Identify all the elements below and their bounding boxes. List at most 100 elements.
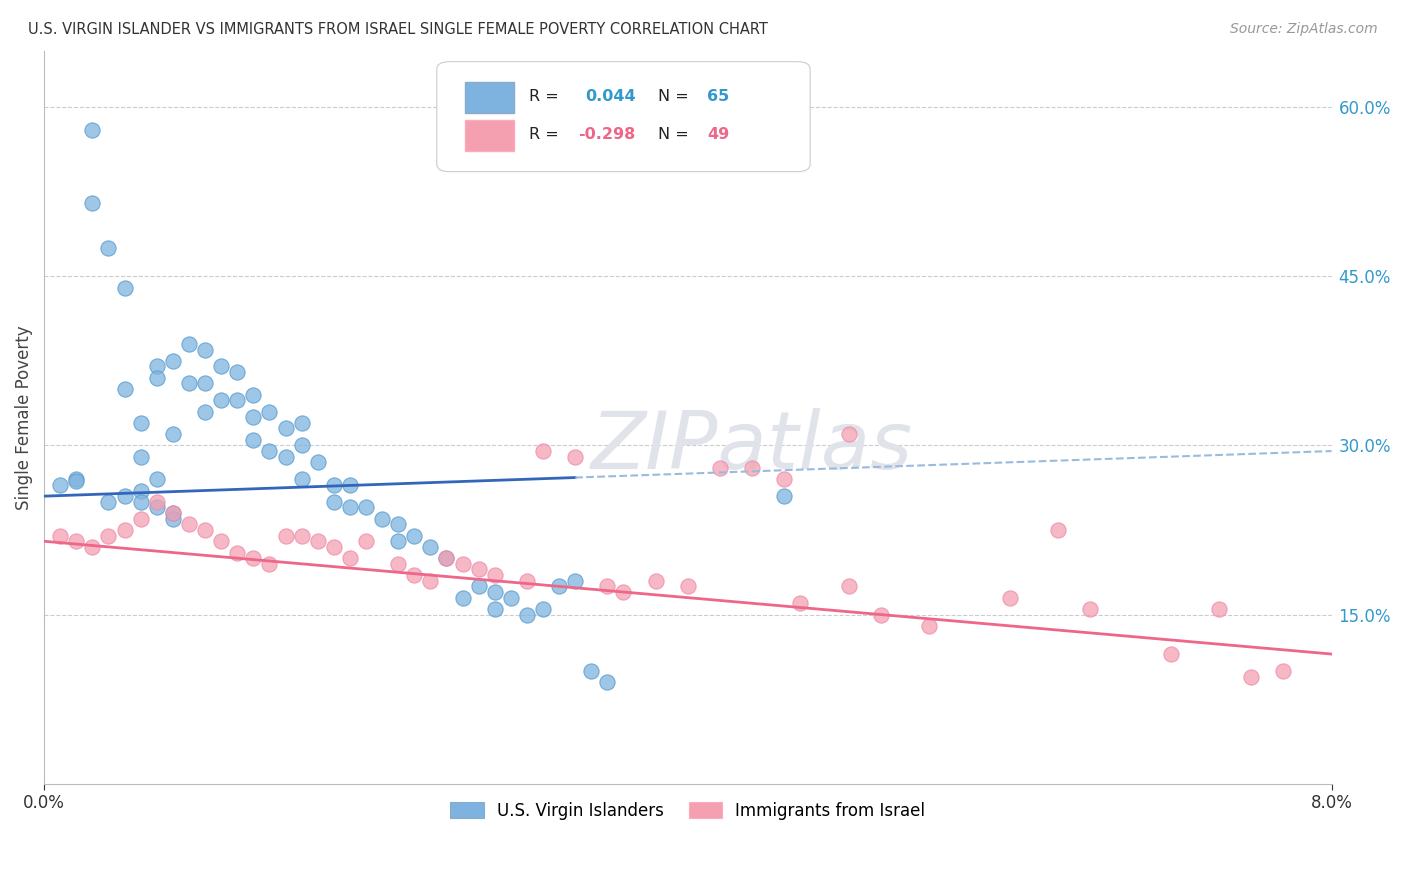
FancyBboxPatch shape (465, 82, 515, 113)
Point (226, 393, 249, 408)
Point (1160, 647, 1182, 661)
Point (129, 495, 152, 509)
Text: N =: N = (658, 128, 689, 143)
Text: R =: R = (530, 128, 560, 143)
Text: ZIPatlas: ZIPatlas (591, 408, 914, 485)
Point (644, 574, 666, 588)
Point (145, 500, 167, 515)
Point (451, 557, 474, 571)
Point (162, 506, 184, 520)
Point (114, 489, 136, 503)
Point (1240, 670, 1263, 684)
FancyBboxPatch shape (437, 62, 810, 171)
Point (162, 512, 184, 526)
Legend: U.S. Virgin Islanders, Immigrants from Israel: U.S. Virgin Islanders, Immigrants from I… (443, 796, 932, 827)
Point (65, 475, 87, 489)
Point (145, 359, 167, 374)
Point (1272, 664, 1295, 678)
Point (307, 455, 329, 469)
Point (339, 478, 361, 492)
Point (596, 675, 619, 690)
Point (97, 528, 120, 542)
Point (998, 591, 1021, 605)
Point (291, 472, 314, 486)
Point (387, 517, 409, 532)
Point (49, 478, 72, 492)
Point (307, 534, 329, 549)
Point (709, 461, 731, 475)
Point (838, 427, 860, 442)
Point (404, 568, 426, 582)
Point (387, 557, 409, 571)
Y-axis label: Single Female Poverty: Single Female Poverty (15, 325, 32, 509)
Text: N =: N = (658, 88, 689, 103)
Point (242, 410, 264, 425)
Point (531, 602, 554, 616)
Point (129, 416, 152, 430)
Point (194, 343, 217, 357)
Text: -0.298: -0.298 (578, 128, 636, 143)
Point (404, 528, 426, 542)
Point (162, 427, 184, 442)
Point (162, 506, 184, 520)
Point (564, 574, 586, 588)
Point (194, 404, 217, 418)
Point (97, 495, 120, 509)
Text: 49: 49 (707, 128, 730, 143)
Point (531, 444, 554, 458)
Point (145, 472, 167, 486)
Point (82, 540, 104, 554)
Point (484, 585, 506, 599)
Point (259, 557, 281, 571)
Point (918, 619, 941, 633)
Point (129, 450, 152, 464)
Point (451, 591, 474, 605)
Point (177, 517, 200, 532)
Point (436, 551, 458, 566)
Point (82, 195, 104, 210)
Point (612, 585, 634, 599)
Point (194, 376, 217, 391)
Point (789, 596, 811, 610)
Point (564, 450, 586, 464)
Point (581, 664, 603, 678)
Point (129, 512, 152, 526)
Point (436, 551, 458, 566)
Point (484, 568, 506, 582)
Point (209, 359, 232, 374)
Point (145, 495, 167, 509)
Point (339, 500, 361, 515)
Point (177, 376, 200, 391)
Point (114, 523, 136, 537)
Point (838, 579, 860, 593)
Point (226, 545, 249, 559)
Point (259, 444, 281, 458)
Point (467, 562, 489, 576)
Point (516, 574, 538, 588)
Point (97, 241, 120, 255)
Point (322, 540, 344, 554)
Point (209, 534, 232, 549)
Point (322, 478, 344, 492)
Point (177, 337, 200, 351)
Point (387, 534, 409, 549)
Point (516, 607, 538, 622)
Point (49, 528, 72, 542)
Point (274, 421, 297, 435)
Text: 0.044: 0.044 (585, 88, 636, 103)
Point (242, 551, 264, 566)
Point (259, 404, 281, 418)
Point (596, 579, 619, 593)
Point (291, 416, 314, 430)
Text: Source: ZipAtlas.com: Source: ZipAtlas.com (1230, 22, 1378, 37)
Point (354, 500, 377, 515)
Point (65, 472, 87, 486)
Point (291, 438, 314, 452)
Point (1078, 602, 1101, 616)
Point (741, 461, 763, 475)
Point (773, 489, 796, 503)
Point (499, 591, 522, 605)
Point (419, 540, 441, 554)
Point (291, 528, 314, 542)
Point (194, 523, 217, 537)
